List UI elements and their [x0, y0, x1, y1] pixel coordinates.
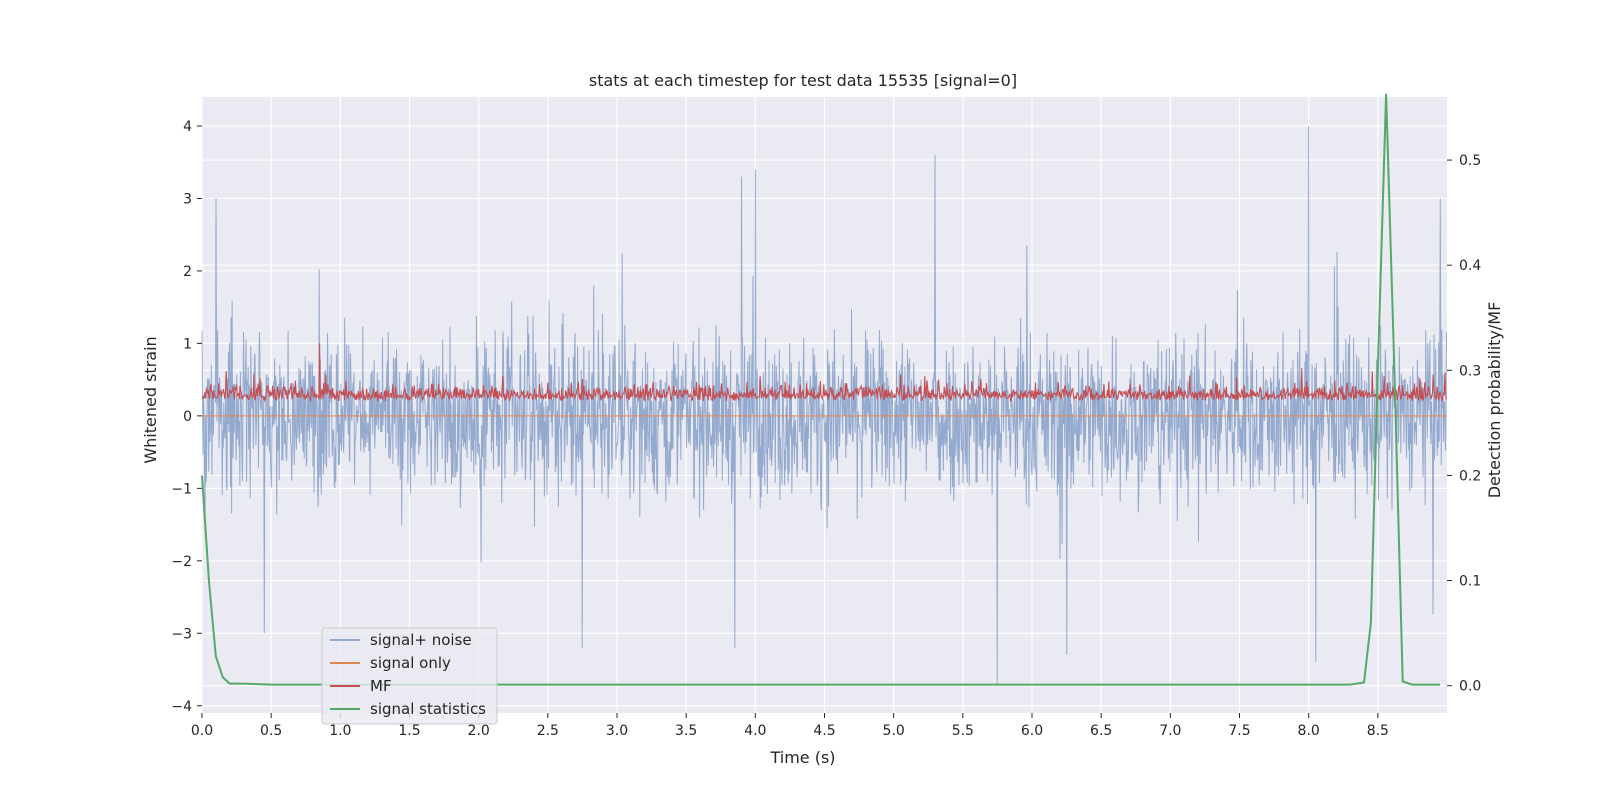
signal-statistics-line [201, 93, 1441, 686]
mf-line [201, 343, 1447, 403]
chart-title: stats at each timestep for test data 155… [589, 71, 1017, 90]
x-tick-label: 4.0 [744, 723, 766, 739]
x-tick-label: 8.5 [1367, 723, 1389, 739]
y-tick-label: 0 [183, 409, 192, 425]
x-tick-label: 6.5 [1090, 723, 1112, 739]
legend-box [321, 627, 498, 725]
y-tick-label: −4 [171, 699, 192, 715]
legend-item-mf: MF [330, 677, 392, 695]
series-signal-statistics [201, 93, 1441, 686]
x-tick-label: 2.0 [468, 723, 490, 739]
y2-tick-label: 0.4 [1459, 258, 1481, 274]
legend-label-mf: MF [370, 677, 392, 695]
y-tick-label: −2 [171, 554, 192, 570]
x-tick-label: 5.0 [883, 723, 905, 739]
x-tick-label: 4.5 [813, 723, 835, 739]
x-tick-label: 5.5 [952, 723, 974, 739]
y2-tick-label: 0.0 [1459, 679, 1481, 695]
y-tick-label: 2 [183, 264, 192, 280]
x-tick-label: 7.0 [1159, 723, 1181, 739]
legend-item-signal-noise: signal+ noise [330, 631, 472, 649]
x-tick-label: 1.0 [329, 723, 351, 739]
x-tick-label: 0.0 [191, 723, 213, 739]
y2-tick-label: 0.3 [1459, 363, 1481, 379]
x-tick-label: 2.5 [537, 723, 559, 739]
signal-noise-line [201, 125, 1447, 685]
legend-label-signal-only: signal only [370, 654, 451, 672]
x-tick-label: 7.5 [1228, 723, 1250, 739]
x-tick-label: 8.0 [1298, 723, 1320, 739]
series-signal-noise [201, 125, 1447, 685]
legend-label-signal-statistics: signal statistics [370, 700, 486, 718]
y-axis-label: Whitened strain [141, 336, 160, 463]
x-tick-label: 3.5 [675, 723, 697, 739]
y2-tick-label: 0.2 [1459, 468, 1481, 484]
x-tick-label: 3.0 [606, 723, 628, 739]
y-tick-label: 4 [183, 119, 192, 135]
y2-tick-label: 0.5 [1459, 153, 1481, 169]
y-tick-label: −1 [171, 481, 192, 497]
y2-tick-label: 0.1 [1459, 574, 1481, 590]
x-tick-label: 1.5 [398, 723, 420, 739]
y-tick-label: 1 [183, 336, 192, 352]
legend-label-signal-noise: signal+ noise [370, 631, 472, 649]
legend-item-signal-only: signal only [330, 654, 451, 672]
x-tick-label: 6.0 [1021, 723, 1043, 739]
x-axis-label: Time (s) [769, 748, 835, 767]
y2-axis-label: Detection probability/MF [1485, 302, 1504, 499]
axes: 0.0 0.5 1.0 1.5 2.0 2.5 3.0 3.5 4.0 4.5 5.0 5.5 6.0 6… [171, 119, 1481, 739]
y-tick-label: 3 [183, 191, 192, 207]
legend: signal+ noise signal only MF signal stat… [321, 627, 498, 725]
x-tick-label: 0.5 [260, 723, 282, 739]
y-tick-label: −3 [171, 626, 192, 642]
legend-item-signal-statistics: signal statistics [330, 700, 486, 718]
series-mf [201, 343, 1447, 403]
